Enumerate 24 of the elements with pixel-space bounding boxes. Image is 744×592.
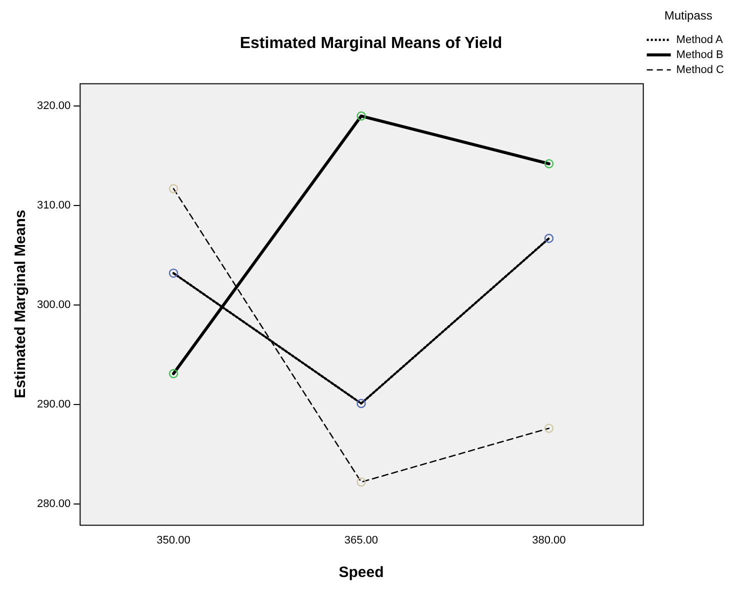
point — [544, 159, 554, 168]
point — [168, 184, 178, 194]
point — [544, 234, 554, 243]
legend-label: Method B — [676, 48, 724, 61]
x-tick-label: 380.00 — [532, 534, 566, 546]
chart-title: Estimated Marginal Means of Yield — [240, 35, 502, 52]
x-tick-label: 365.00 — [344, 534, 378, 546]
x-axis-title: Speed — [338, 564, 384, 582]
point — [168, 369, 178, 378]
y-axis-title: Estimated Marginal Means — [12, 210, 30, 398]
y-tick-label: 320.00 — [36, 100, 71, 112]
y-tick-label: 290.00 — [36, 398, 71, 410]
point — [544, 424, 554, 433]
x-tick-label: 350.00 — [156, 534, 190, 546]
point — [356, 477, 366, 487]
y-tick-label: 310.00 — [36, 200, 71, 212]
y-tick-label: 280.00 — [36, 498, 71, 510]
point — [356, 111, 366, 121]
point — [356, 398, 366, 408]
legend-title: Mutipass — [664, 8, 712, 22]
point — [168, 268, 178, 278]
legend-label: Method C — [676, 64, 724, 76]
y-tick-label: 300.00 — [36, 299, 71, 312]
legend-label: Method A — [676, 34, 724, 46]
